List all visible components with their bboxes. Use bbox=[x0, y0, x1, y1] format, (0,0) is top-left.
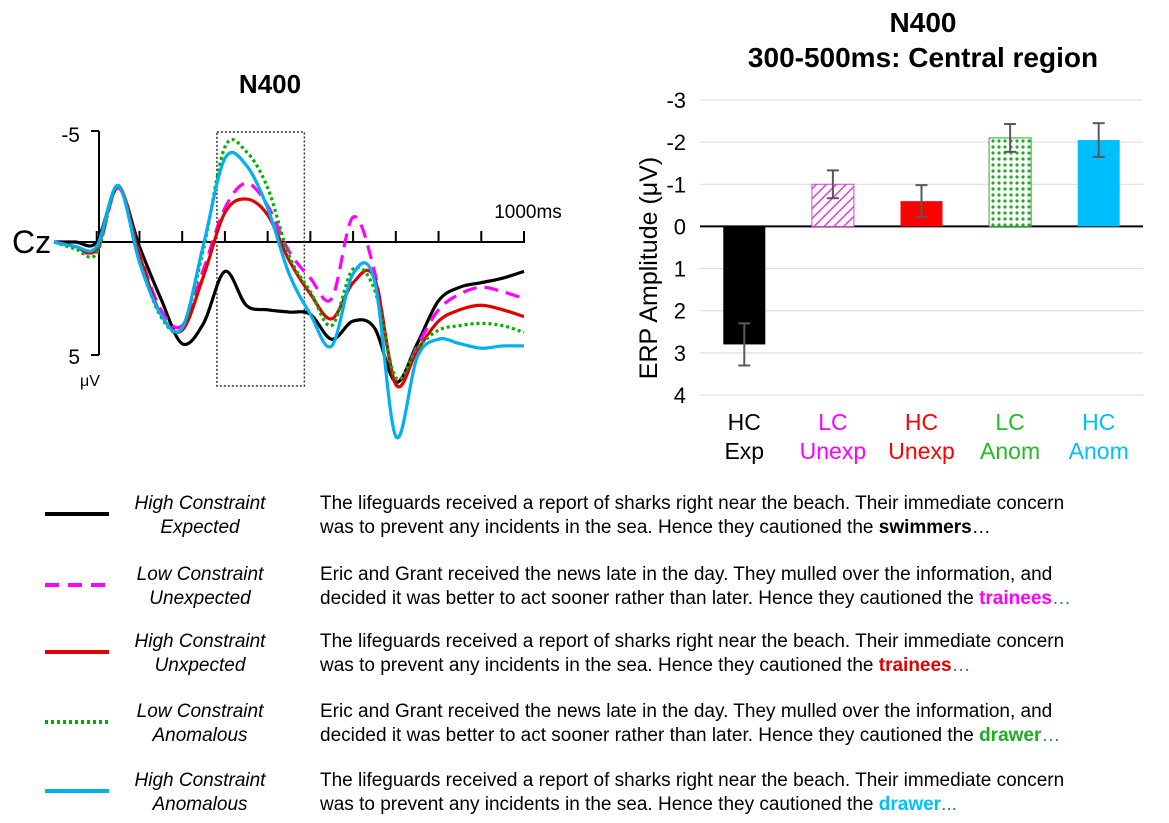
legend-name-line1: High Constraint bbox=[134, 631, 266, 652]
bar-y-tick-label: 3 bbox=[674, 341, 686, 366]
bar-y-tick-label: 2 bbox=[674, 299, 686, 324]
erp-chart-title: N400 bbox=[239, 69, 301, 99]
bar-y-tick-label: -2 bbox=[666, 130, 686, 155]
sentence-line2: was to prevent any incidents in the sea.… bbox=[320, 654, 1165, 678]
bar-category-label-line2: Exp bbox=[724, 438, 764, 464]
legend-sentence: The lifeguards received a report of shar… bbox=[320, 630, 1165, 678]
legend-name-line2: Anomalous bbox=[152, 794, 248, 815]
legend-sentence: The lifeguards received a report of shar… bbox=[320, 492, 1165, 540]
erp-axes bbox=[54, 130, 525, 356]
legend-condition-name: High Constraint Expected bbox=[110, 492, 290, 540]
sentence-frame: decided it was better to act sooner rath… bbox=[320, 725, 980, 746]
sentence-line1: The lifeguards received a report of shar… bbox=[320, 631, 1065, 652]
legend-row: Low Constraint Unexpected Eric and Grant r… bbox=[0, 557, 1169, 617]
erp-series-line-4 bbox=[53, 150, 525, 440]
legend-line-swatch bbox=[45, 789, 109, 793]
sentence-line2: was to prevent any incidents in the sea.… bbox=[320, 516, 1165, 540]
legend-row: High Constraint Unxpected The lifeguards r… bbox=[0, 624, 1169, 684]
legend-line-swatch bbox=[45, 650, 109, 654]
bar-4 bbox=[1077, 140, 1120, 227]
sentence-ellipsis: … bbox=[1051, 588, 1071, 609]
bar-y-tick-label: 1 bbox=[674, 257, 686, 282]
legend-name-line2: Unexpected bbox=[149, 588, 251, 609]
y-tick-label-pos: 5 bbox=[68, 346, 80, 369]
y-tick-label-neg: -5 bbox=[61, 124, 80, 147]
sentence-line1: The lifeguards received a report of shar… bbox=[320, 493, 1065, 514]
sentence-target-word: drawer bbox=[979, 725, 1042, 746]
sentence-frame: was to prevent any incidents in the sea.… bbox=[320, 517, 879, 538]
bar-chart-title: N400 bbox=[890, 7, 957, 38]
sentence-ellipsis: … bbox=[1041, 725, 1061, 746]
bar-category-labels: HC Exp LC Unexp HC Unexp LC Anom HC Anom bbox=[724, 409, 1128, 464]
bar-y-axis-label: ERP Amplitude (μV) bbox=[635, 157, 663, 379]
bar-gridlines bbox=[700, 99, 1143, 396]
sentence-frame: was to prevent any incidents in the sea.… bbox=[320, 794, 879, 815]
sentence-target-word: drawer bbox=[878, 794, 942, 815]
bar-category-label-line1: LC bbox=[818, 409, 847, 435]
sentence-line1: Eric and Grant received the news late in… bbox=[320, 701, 1053, 722]
electrode-label: Cz bbox=[12, 224, 51, 260]
legend-row: Low Constraint Anomalous Eric and Grant re… bbox=[0, 694, 1169, 754]
bar-y-tick-label: 0 bbox=[674, 214, 686, 239]
sentence-frame: was to prevent any incidents in the sea.… bbox=[320, 655, 879, 676]
legend-condition-name: High Constraint Unxpected bbox=[110, 630, 290, 678]
bar-category-label-line1: LC bbox=[995, 409, 1024, 435]
sentence-line2: was to prevent any incidents in the sea.… bbox=[320, 793, 1165, 817]
sentence-target-word: swimmers bbox=[878, 517, 972, 538]
bar-y-tick-label: -3 bbox=[666, 88, 686, 113]
erp-series-line-2 bbox=[53, 183, 525, 389]
sentence-ellipsis: … bbox=[971, 517, 991, 538]
legend-sentence: Eric and Grant received the news late in… bbox=[320, 700, 1165, 748]
legend-sentence: The lifeguards received a report of shar… bbox=[320, 769, 1165, 817]
legend-condition-name: High Constraint Anomalous bbox=[110, 769, 290, 817]
bar-y-tick-label: 4 bbox=[674, 383, 686, 408]
bar-category-label-line2: Anom bbox=[1069, 438, 1129, 464]
sentence-target-word: trainees bbox=[878, 655, 952, 676]
sentence-line2: decided it was better to act sooner rath… bbox=[320, 587, 1165, 611]
sentence-line2: decided it was better to act sooner rath… bbox=[320, 724, 1165, 748]
legend-name-line1: Low Constraint bbox=[136, 564, 264, 585]
sentence-ellipsis: … bbox=[951, 655, 971, 676]
bar-y-ticks: -3 -2 -1 0 1 2 3 4 bbox=[666, 88, 686, 408]
bar-category-label-line1: HC bbox=[728, 409, 761, 435]
legend-line-swatch bbox=[45, 720, 109, 724]
sentence-line1: The lifeguards received a report of shar… bbox=[320, 770, 1065, 791]
bar-2 bbox=[900, 201, 943, 227]
legend-name-line2: Unxpected bbox=[154, 655, 246, 676]
bar-marks bbox=[723, 122, 1120, 367]
sentence-frame: decided it was better to act sooner rath… bbox=[320, 588, 980, 609]
bar-category-label-line2: Unexp bbox=[800, 438, 866, 464]
legend-name-line1: High Constraint bbox=[134, 770, 266, 791]
sentence-line1: Eric and Grant received the news late in… bbox=[320, 564, 1053, 585]
legend-sentence: Eric and Grant received the news late in… bbox=[320, 563, 1165, 611]
bar-category-label-line1: HC bbox=[1082, 409, 1115, 435]
bar-category-label-line2: Unexp bbox=[888, 438, 954, 464]
bar-y-tick-label: -1 bbox=[666, 172, 686, 197]
y-unit-label: μV bbox=[80, 373, 100, 390]
legend-row: High Constraint Expected The lifeguards re… bbox=[0, 486, 1169, 546]
legend-condition-name: Low Constraint Anomalous bbox=[110, 700, 290, 748]
legend-name-line1: Low Constraint bbox=[136, 701, 264, 722]
sentence-target-word: trainees bbox=[979, 588, 1052, 609]
analysis-window-box bbox=[216, 131, 306, 387]
bar-category-label-line1: HC bbox=[905, 409, 938, 435]
legend-line-swatch bbox=[45, 512, 109, 516]
bar-3 bbox=[988, 137, 1032, 227]
erp-series-line-1 bbox=[53, 181, 525, 389]
legend-name-line2: Expected bbox=[160, 517, 240, 538]
legend-name-line1: High Constraint bbox=[134, 493, 266, 514]
legend-line-swatch bbox=[45, 583, 109, 587]
legend-row: High Constraint Anomalous The lifeguards r… bbox=[0, 763, 1169, 823]
bar-category-label-line2: Anom bbox=[980, 438, 1040, 464]
legend-name-line2: Anomalous bbox=[152, 725, 248, 746]
erp-series-lines bbox=[53, 138, 525, 440]
bar-chart-subtitle: 300-500ms: Central region bbox=[748, 42, 1098, 73]
erp-series-line-0 bbox=[53, 186, 525, 384]
x-marker-label: 1000ms bbox=[494, 202, 562, 223]
bar-0 bbox=[723, 226, 766, 345]
bar-1 bbox=[811, 183, 855, 227]
legend-condition-name: Low Constraint Unexpected bbox=[110, 563, 290, 611]
erp-waveform-chart: N400 Cz -5 5 μV 1000ms bbox=[12, 69, 562, 440]
sentence-ellipsis: ... bbox=[941, 794, 957, 815]
